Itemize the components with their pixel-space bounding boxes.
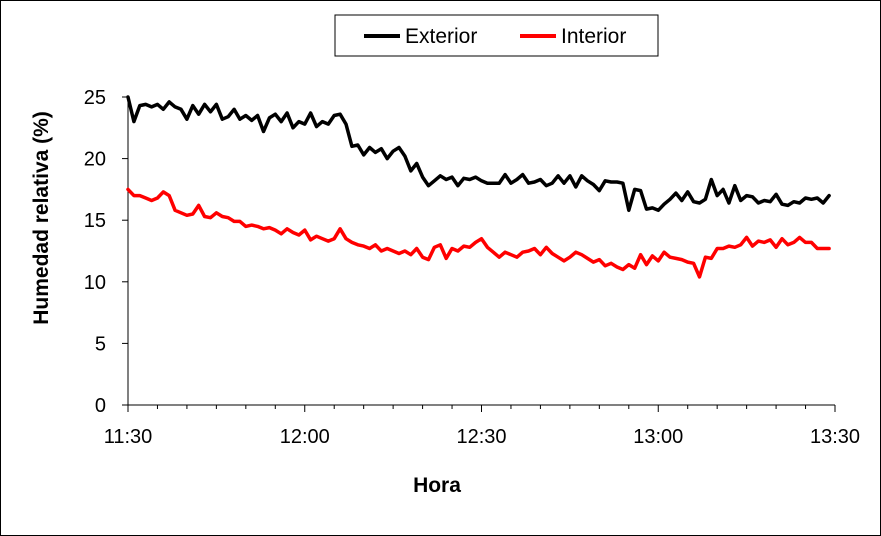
legend: Exterior Interior [334,14,659,57]
y-tick-label: 0 [95,395,106,417]
y-axis-ticks: 0 5 10 15 20 25 [84,87,128,417]
y-axis-title: Humedad relativa (%) [30,111,53,325]
y-tick-label: 5 [95,333,106,355]
y-tick-label: 10 [84,272,106,294]
x-axis-ticks: 11:30 12:00 12:30 13:00 13:30 [104,405,860,448]
x-tick-label: 12:00 [280,426,330,448]
x-tick-label: 13:30 [810,426,860,448]
legend-label-interior: Interior [561,25,626,48]
series-line-exterior [126,95,831,213]
y-tick-label: 20 [84,149,106,171]
y-tick-label: 15 [84,210,106,232]
y-tick-label: 25 [84,87,106,109]
x-tick-label: 11:30 [104,426,153,448]
x-axis-title: Hora [413,474,461,497]
legend-label-exterior: Exterior [405,25,477,48]
x-tick-label: 13:00 [633,426,683,448]
x-tick-label: 12:30 [456,426,506,448]
series-line-interior [126,187,831,279]
